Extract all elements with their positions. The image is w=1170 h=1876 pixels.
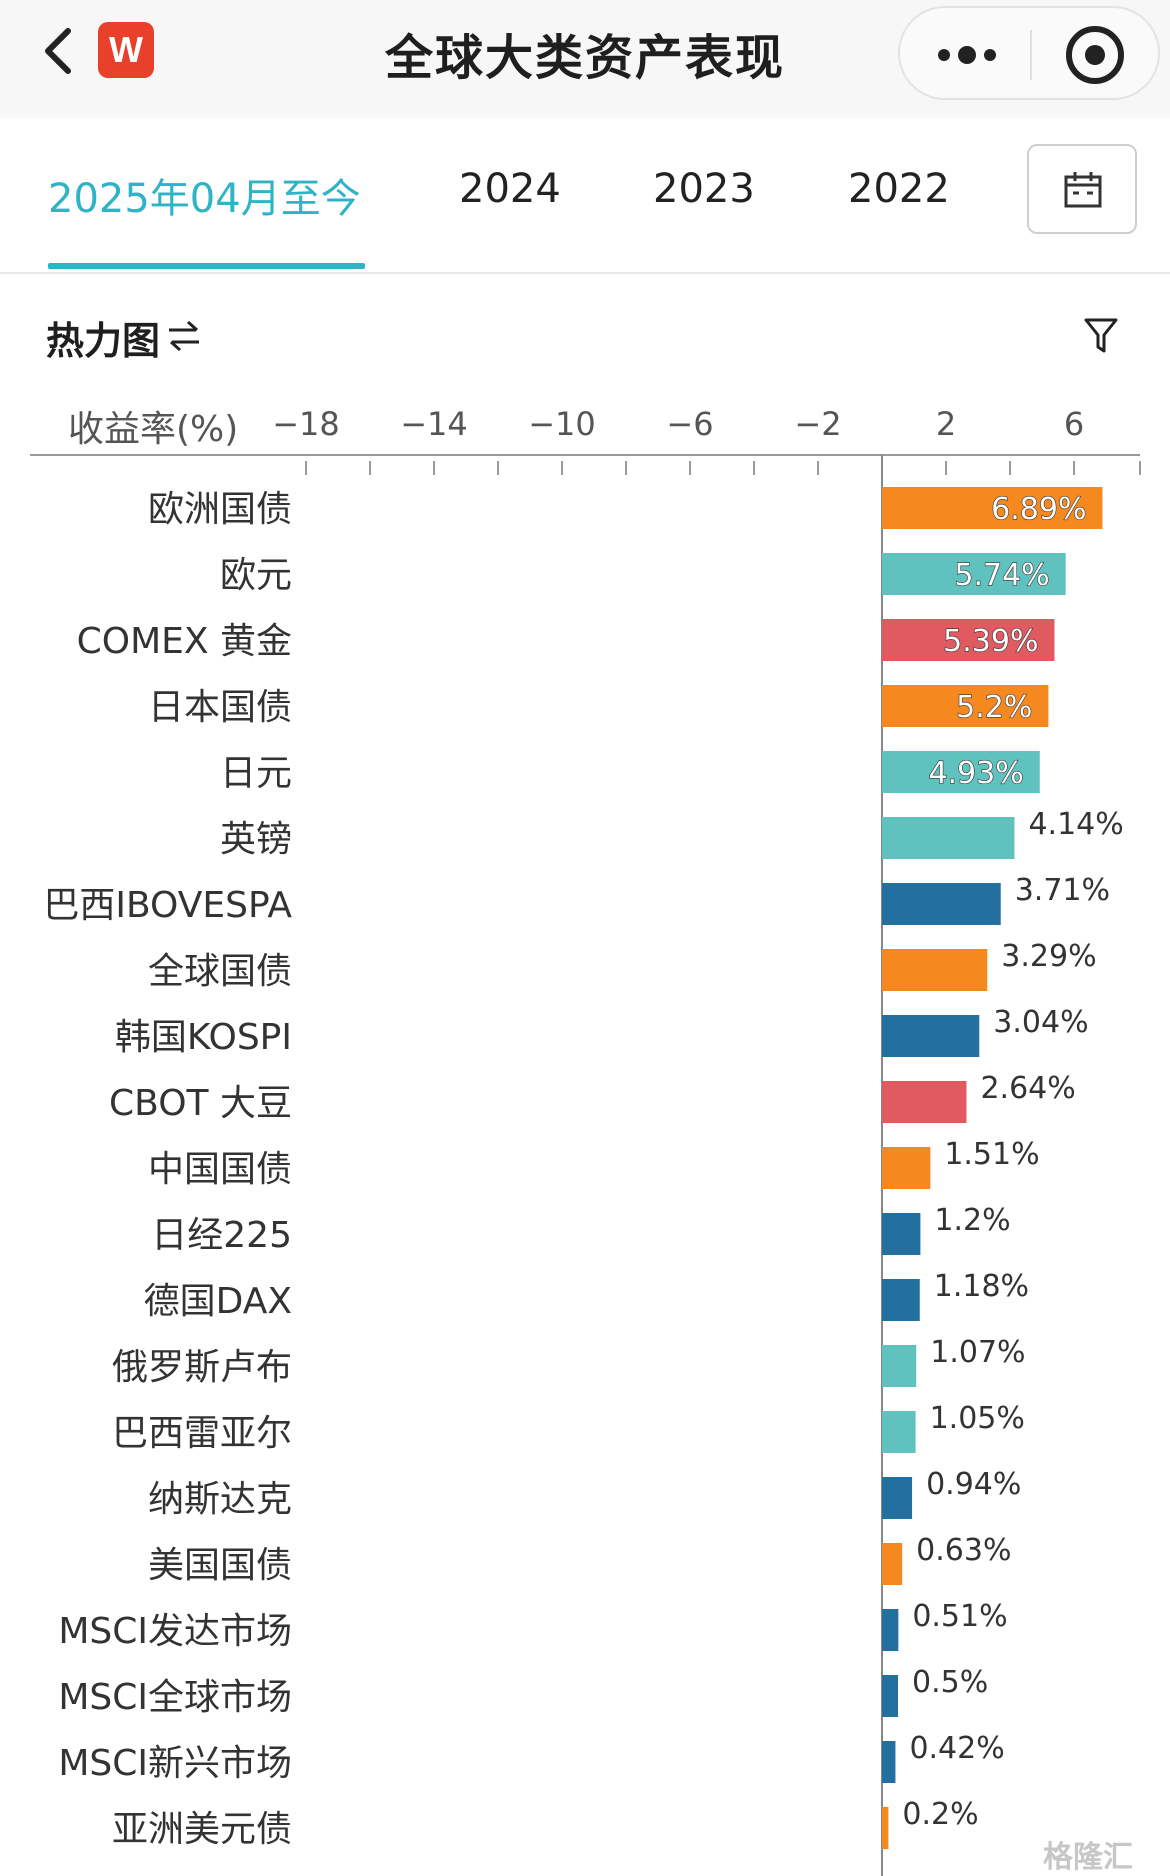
bar bbox=[882, 1411, 916, 1453]
category-label: COMEX 黄金 bbox=[77, 621, 292, 662]
calendar-button[interactable] bbox=[1027, 144, 1137, 234]
data-label: 3.71% bbox=[1015, 873, 1110, 908]
data-label: 0.42% bbox=[909, 1731, 1004, 1766]
bar bbox=[882, 1345, 917, 1387]
bar bbox=[882, 1741, 896, 1783]
x-axis-label: 收益率(%) bbox=[68, 409, 239, 450]
calendar-icon bbox=[1064, 172, 1102, 208]
bar bbox=[882, 883, 1001, 925]
data-label: 3.29% bbox=[1001, 939, 1096, 974]
bar bbox=[882, 1609, 899, 1651]
category-label: 巴西IBOVESPA bbox=[43, 885, 292, 926]
bar bbox=[882, 1147, 931, 1189]
tab-2022[interactable]: 2022 bbox=[848, 166, 950, 212]
bar bbox=[882, 1279, 920, 1321]
swap-icon[interactable] bbox=[166, 318, 202, 354]
category-label: 全球国债 bbox=[148, 951, 292, 992]
x-tick-label: −14 bbox=[400, 405, 468, 443]
bar bbox=[882, 817, 1015, 859]
category-label: 纳斯达克 bbox=[148, 1479, 292, 1520]
category-label: 欧洲国债 bbox=[148, 489, 292, 530]
category-label: 韩国KOSPI bbox=[115, 1017, 292, 1058]
bar bbox=[882, 553, 1066, 595]
category-label: 俄罗斯卢布 bbox=[112, 1347, 292, 1388]
bar bbox=[882, 949, 988, 991]
tab-2023[interactable]: 2023 bbox=[653, 166, 755, 212]
active-tab-indicator bbox=[48, 263, 365, 269]
page-title: 全球大类资产表现 bbox=[384, 30, 785, 86]
category-label: 欧元 bbox=[220, 555, 292, 596]
bar bbox=[882, 1213, 921, 1255]
app-logo: W bbox=[98, 22, 154, 78]
x-tick-label: 6 bbox=[1064, 405, 1084, 443]
category-label: 英镑 bbox=[220, 819, 292, 860]
bar bbox=[882, 487, 1103, 529]
x-tick-label: −18 bbox=[272, 405, 340, 443]
data-label: 1.05% bbox=[930, 1401, 1025, 1436]
data-label: 3.04% bbox=[993, 1005, 1088, 1040]
period-tabs: 2025年04月至今 2024 2023 2022 bbox=[0, 118, 1170, 274]
capsule-divider bbox=[1030, 30, 1032, 80]
top-nav-bar: W 全球大类资产表现 bbox=[0, 0, 1170, 118]
section-title[interactable]: 热力图 bbox=[46, 319, 161, 363]
x-tick-label: −6 bbox=[666, 405, 713, 443]
bar bbox=[882, 1807, 889, 1849]
mini-program-capsule bbox=[898, 6, 1160, 100]
category-label: MSCI新兴市场 bbox=[58, 1743, 292, 1784]
category-label: 日本国债 bbox=[148, 687, 292, 728]
bar bbox=[882, 1543, 903, 1585]
data-label: 1.18% bbox=[934, 1269, 1029, 1304]
category-label: 德国DAX bbox=[144, 1281, 292, 1322]
category-label: 亚洲美元债 bbox=[112, 1809, 292, 1850]
data-label: 2.64% bbox=[980, 1071, 1075, 1106]
data-label: 0.5% bbox=[912, 1665, 988, 1700]
close-icon[interactable] bbox=[1064, 24, 1126, 86]
bar bbox=[882, 751, 1040, 793]
bar bbox=[882, 1015, 980, 1057]
data-label: 1.51% bbox=[944, 1137, 1039, 1172]
filter-icon[interactable] bbox=[1083, 316, 1119, 354]
data-label: 5.39% bbox=[943, 624, 1038, 659]
data-label: 1.2% bbox=[934, 1203, 1010, 1238]
x-tick-label: −2 bbox=[794, 405, 841, 443]
data-label: 4.14% bbox=[1028, 807, 1123, 842]
more-icon[interactable] bbox=[934, 38, 1000, 72]
data-label: 5.2% bbox=[956, 690, 1032, 725]
data-label: 0.2% bbox=[902, 1797, 978, 1832]
watermark-logo: 格隆汇 bbox=[1043, 1840, 1133, 1875]
bar bbox=[882, 1675, 898, 1717]
bar bbox=[882, 619, 1055, 661]
data-label: 5.74% bbox=[954, 558, 1049, 593]
data-label: 0.51% bbox=[912, 1599, 1007, 1634]
category-label: 日元 bbox=[220, 753, 292, 794]
data-label: 4.93% bbox=[928, 756, 1023, 791]
x-tick-label: −10 bbox=[528, 405, 596, 443]
data-label: 0.94% bbox=[926, 1467, 1021, 1502]
data-label: 0.63% bbox=[916, 1533, 1011, 1568]
tab-2025-ytd[interactable]: 2025年04月至今 bbox=[48, 176, 361, 222]
category-label: 中国国债 bbox=[148, 1149, 292, 1190]
x-tick-label: 2 bbox=[936, 405, 956, 443]
category-label: MSCI全球市场 bbox=[58, 1677, 292, 1718]
data-label: 1.07% bbox=[930, 1335, 1025, 1370]
bar bbox=[882, 1477, 913, 1519]
category-label: MSCI发达市场 bbox=[58, 1611, 292, 1652]
category-label: 巴西雷亚尔 bbox=[112, 1413, 292, 1454]
bar bbox=[882, 685, 1049, 727]
category-label: 日经225 bbox=[151, 1215, 292, 1256]
category-label: 美国国债 bbox=[148, 1545, 292, 1586]
tab-2024[interactable]: 2024 bbox=[459, 166, 561, 212]
data-label: 6.89% bbox=[991, 492, 1086, 527]
app-logo-letter: W bbox=[109, 29, 143, 70]
category-label: CBOT 大豆 bbox=[109, 1083, 292, 1124]
bar bbox=[882, 1081, 967, 1123]
back-icon[interactable] bbox=[38, 26, 78, 76]
